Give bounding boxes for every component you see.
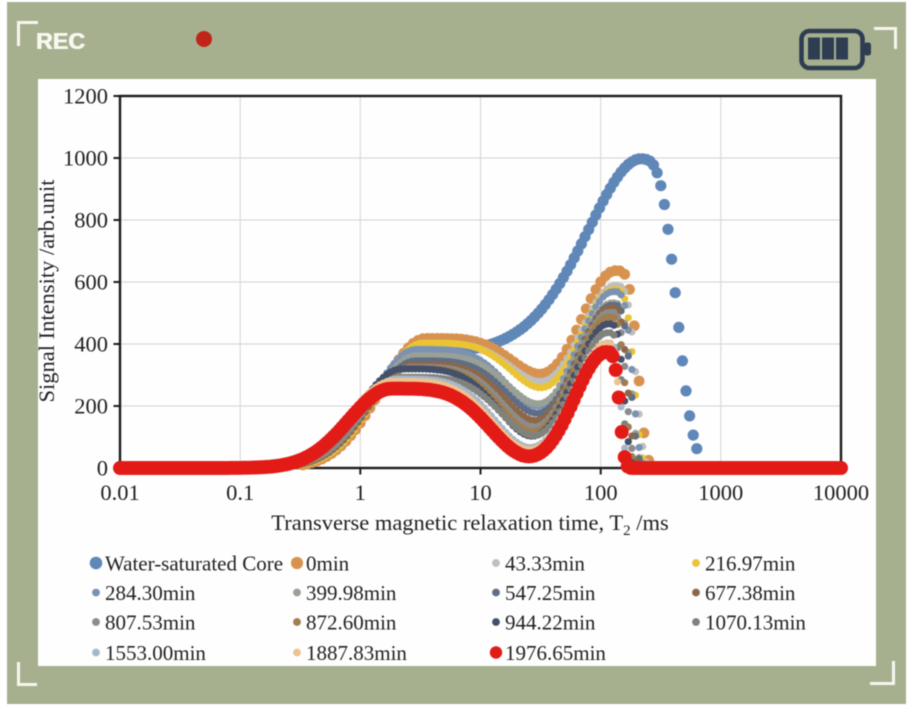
svg-text:284.30min: 284.30min <box>105 581 196 605</box>
svg-text:0.1: 0.1 <box>226 480 254 505</box>
svg-text:1887.83min: 1887.83min <box>306 641 407 665</box>
svg-text:10000: 10000 <box>813 480 869 505</box>
svg-text:Water-saturated Core: Water-saturated Core <box>105 552 283 576</box>
svg-text:0: 0 <box>97 456 108 481</box>
svg-text:944.22min: 944.22min <box>505 611 596 635</box>
svg-text:Transverse magnetic relaxation: Transverse magnetic relaxation time, T2 … <box>271 510 668 539</box>
svg-text:1070.13min: 1070.13min <box>705 611 806 635</box>
svg-text:800: 800 <box>74 208 108 233</box>
svg-text:0min: 0min <box>306 552 350 576</box>
svg-text:10: 10 <box>469 480 492 505</box>
svg-text:1000: 1000 <box>63 146 108 171</box>
svg-text:807.53min: 807.53min <box>105 611 196 635</box>
svg-text:0.01: 0.01 <box>100 480 139 505</box>
svg-text:1: 1 <box>355 480 366 505</box>
svg-text:1976.65min: 1976.65min <box>505 641 606 665</box>
svg-text:600: 600 <box>74 270 108 295</box>
svg-text:216.97min: 216.97min <box>705 552 796 576</box>
svg-text:100: 100 <box>584 480 618 505</box>
svg-text:1200: 1200 <box>63 84 108 109</box>
svg-text:1553.00min: 1553.00min <box>105 641 206 665</box>
svg-text:872.60min: 872.60min <box>306 611 397 635</box>
svg-text:200: 200 <box>74 394 108 419</box>
svg-text:Signal Intensity /arb.unit: Signal Intensity /arb.unit <box>34 179 59 403</box>
svg-text:399.98min: 399.98min <box>306 581 397 605</box>
svg-text:547.25min: 547.25min <box>505 581 596 605</box>
svg-text:43.33min: 43.33min <box>505 552 585 576</box>
svg-text:677.38min: 677.38min <box>705 581 796 605</box>
svg-text:400: 400 <box>74 332 108 357</box>
svg-text:1000: 1000 <box>698 480 743 505</box>
